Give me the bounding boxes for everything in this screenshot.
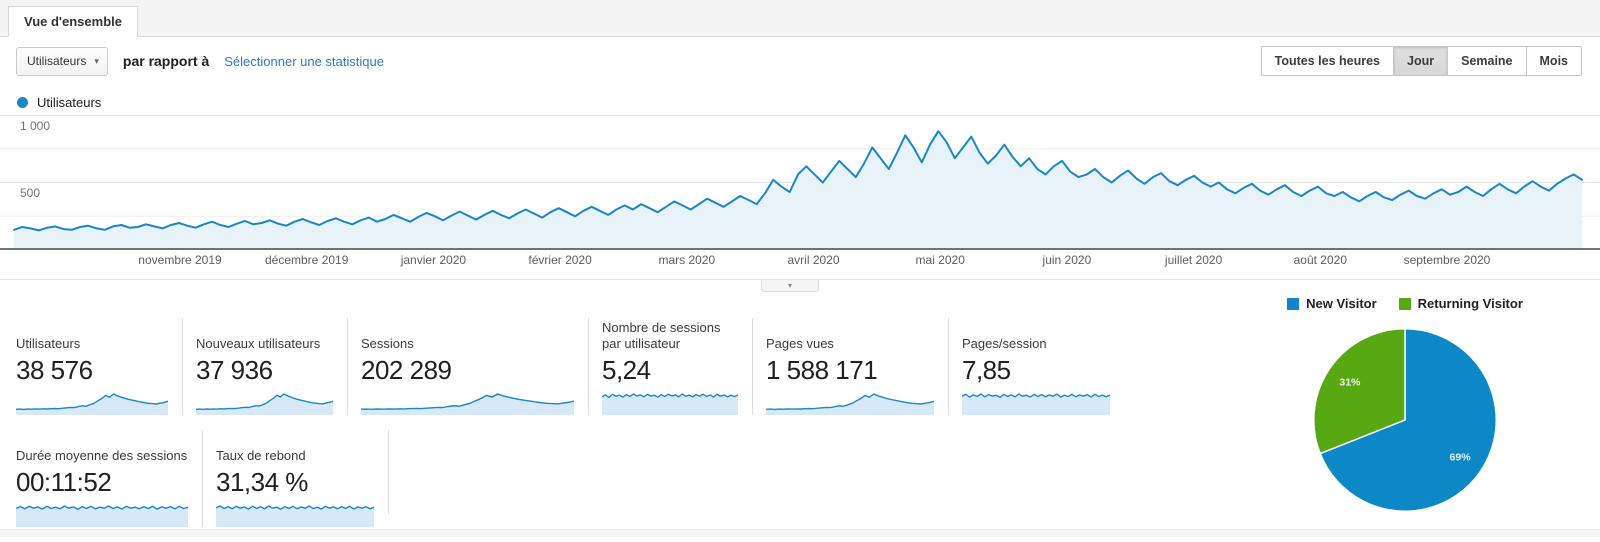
metric-sparkline: [361, 393, 574, 415]
metric-label: Durée moyenne des sessions: [16, 448, 188, 463]
metric-card-pageviews: Pages vues 1 588 171: [752, 318, 948, 415]
metric-label: Pages/session: [962, 336, 1047, 351]
svg-text:31%: 31%: [1339, 376, 1361, 388]
users-area-chart: 1 000 500: [0, 115, 1600, 250]
collapse-chart-handle[interactable]: ▾: [761, 280, 819, 292]
granularity-day-button[interactable]: Jour: [1393, 46, 1449, 76]
metric-value: 5,24: [602, 355, 651, 385]
chart-controls: Utilisateurs ▾ par rapport à Sélectionne…: [16, 45, 1582, 77]
x-axis-label: décembre 2019: [264, 253, 349, 267]
visitor-type-pie-chart: 69% 31%: [1313, 328, 1497, 512]
metric-card-users: Utilisateurs 38 576: [16, 318, 182, 415]
legend-item-label: New Visitor: [1306, 296, 1377, 311]
x-axis-label: juin 2020: [1042, 253, 1092, 267]
x-axis-label: juillet 2020: [1164, 253, 1223, 267]
metric-sparkline: [16, 393, 168, 415]
legend-item-new-visitor: New Visitor: [1287, 296, 1377, 311]
x-axis-label: avril 2020: [787, 253, 840, 267]
x-axis-labels: novembre 2019 décembre 2019 janvier 2020 fé…: [0, 253, 1600, 269]
metric-card-row: Durée moyenne des sessions 00:11:52 Taux…: [16, 430, 1124, 527]
metric-selector-dropdown[interactable]: Utilisateurs ▾: [16, 46, 108, 76]
returning-visitor-swatch-icon: [1398, 297, 1411, 310]
x-axis-label: février 2020: [528, 253, 592, 267]
x-axis-label: septembre 2020: [1403, 253, 1491, 267]
granularity-month-button[interactable]: Mois: [1525, 46, 1582, 76]
granularity-week-button[interactable]: Semaine: [1447, 46, 1527, 76]
metric-value: 7,85: [962, 355, 1011, 385]
metric-sparkline: [962, 393, 1110, 415]
svg-text:69%: 69%: [1450, 451, 1472, 463]
x-axis-label: janvier 2020: [400, 253, 467, 267]
metric-sparkline: [602, 393, 738, 415]
legend-item-label: Returning Visitor: [1417, 296, 1523, 311]
metric-label: Utilisateurs: [16, 336, 81, 351]
metric-value: 37 936: [196, 355, 273, 385]
area-chart-canvas: [0, 115, 1600, 250]
metric-sparkline: [766, 393, 934, 415]
tab-vue-densemble[interactable]: Vue d'ensemble: [8, 6, 138, 37]
x-axis-label: août 2020: [1293, 253, 1347, 267]
metric-card-sessions: Sessions 202 289: [347, 318, 588, 415]
granularity-button-group: Toutes les heures Jour Semaine Mois: [1260, 46, 1582, 76]
metric-label: Pages vues: [766, 336, 834, 351]
metric-value: 1 588 171: [766, 355, 878, 385]
metric-value: 202 289: [361, 355, 452, 385]
bottom-strip: [0, 529, 1600, 537]
metric-card-row: Utilisateurs 38 576 Nouveaux utilisateur…: [16, 318, 1124, 415]
x-axis-label: novembre 2019: [138, 253, 222, 267]
metric-label: Nombre de sessions par utilisateur: [602, 320, 721, 351]
empty-card-divider: [388, 430, 390, 514]
caret-down-icon: ▾: [94, 55, 99, 66]
metric-value: 00:11:52: [16, 467, 112, 497]
select-statistic-link[interactable]: Sélectionner une statistique: [224, 53, 384, 69]
metric-value: 31,34 %: [216, 467, 308, 497]
metric-card-bounce-rate: Taux de rebond 31,34 %: [202, 430, 388, 527]
series-legend: Utilisateurs: [17, 95, 101, 110]
compare-label: par rapport à: [122, 53, 210, 69]
metric-value: 38 576: [16, 355, 93, 385]
visitor-type-panel: New Visitor Returning Visitor 69% 31%: [1245, 296, 1565, 521]
metric-label: Nouveaux utilisateurs: [196, 336, 321, 351]
metric-card-sessions-per-user: Nombre de sessions par utilisateur 5,24: [588, 318, 752, 415]
metric-card-pages-per-session: Pages/session 7,85: [948, 318, 1124, 415]
legend-dot-icon: [17, 97, 28, 108]
metric-sparkline: [216, 505, 374, 527]
legend-label: Utilisateurs: [37, 95, 102, 110]
section-divider: [0, 279, 1600, 280]
y-axis-tick-500: 500: [20, 186, 41, 200]
granularity-hourly-button[interactable]: Toutes les heures: [1260, 46, 1394, 76]
new-visitor-swatch-icon: [1287, 297, 1300, 310]
metric-sparkline: [196, 393, 333, 415]
pie-legend: New Visitor Returning Visitor: [1245, 296, 1565, 311]
metric-cards: Utilisateurs 38 576 Nouveaux utilisateur…: [16, 318, 1124, 542]
legend-item-returning-visitor: Returning Visitor: [1398, 296, 1523, 311]
tab-bar: Vue d'ensemble: [0, 0, 1600, 37]
metric-label: Taux de rebond: [216, 448, 306, 463]
caret-down-icon: ▾: [787, 280, 792, 290]
metric-label: Sessions: [361, 336, 414, 351]
x-axis-label: mai 2020: [915, 253, 965, 267]
y-axis-tick-1000: 1 000: [20, 119, 51, 133]
metric-card-avg-session-duration: Durée moyenne des sessions 00:11:52: [16, 430, 202, 527]
metric-card-new-users: Nouveaux utilisateurs 37 936: [182, 318, 347, 415]
metric-selector-value: Utilisateurs: [27, 54, 87, 68]
x-axis-label: mars 2020: [658, 253, 716, 267]
metric-sparkline: [16, 505, 188, 527]
